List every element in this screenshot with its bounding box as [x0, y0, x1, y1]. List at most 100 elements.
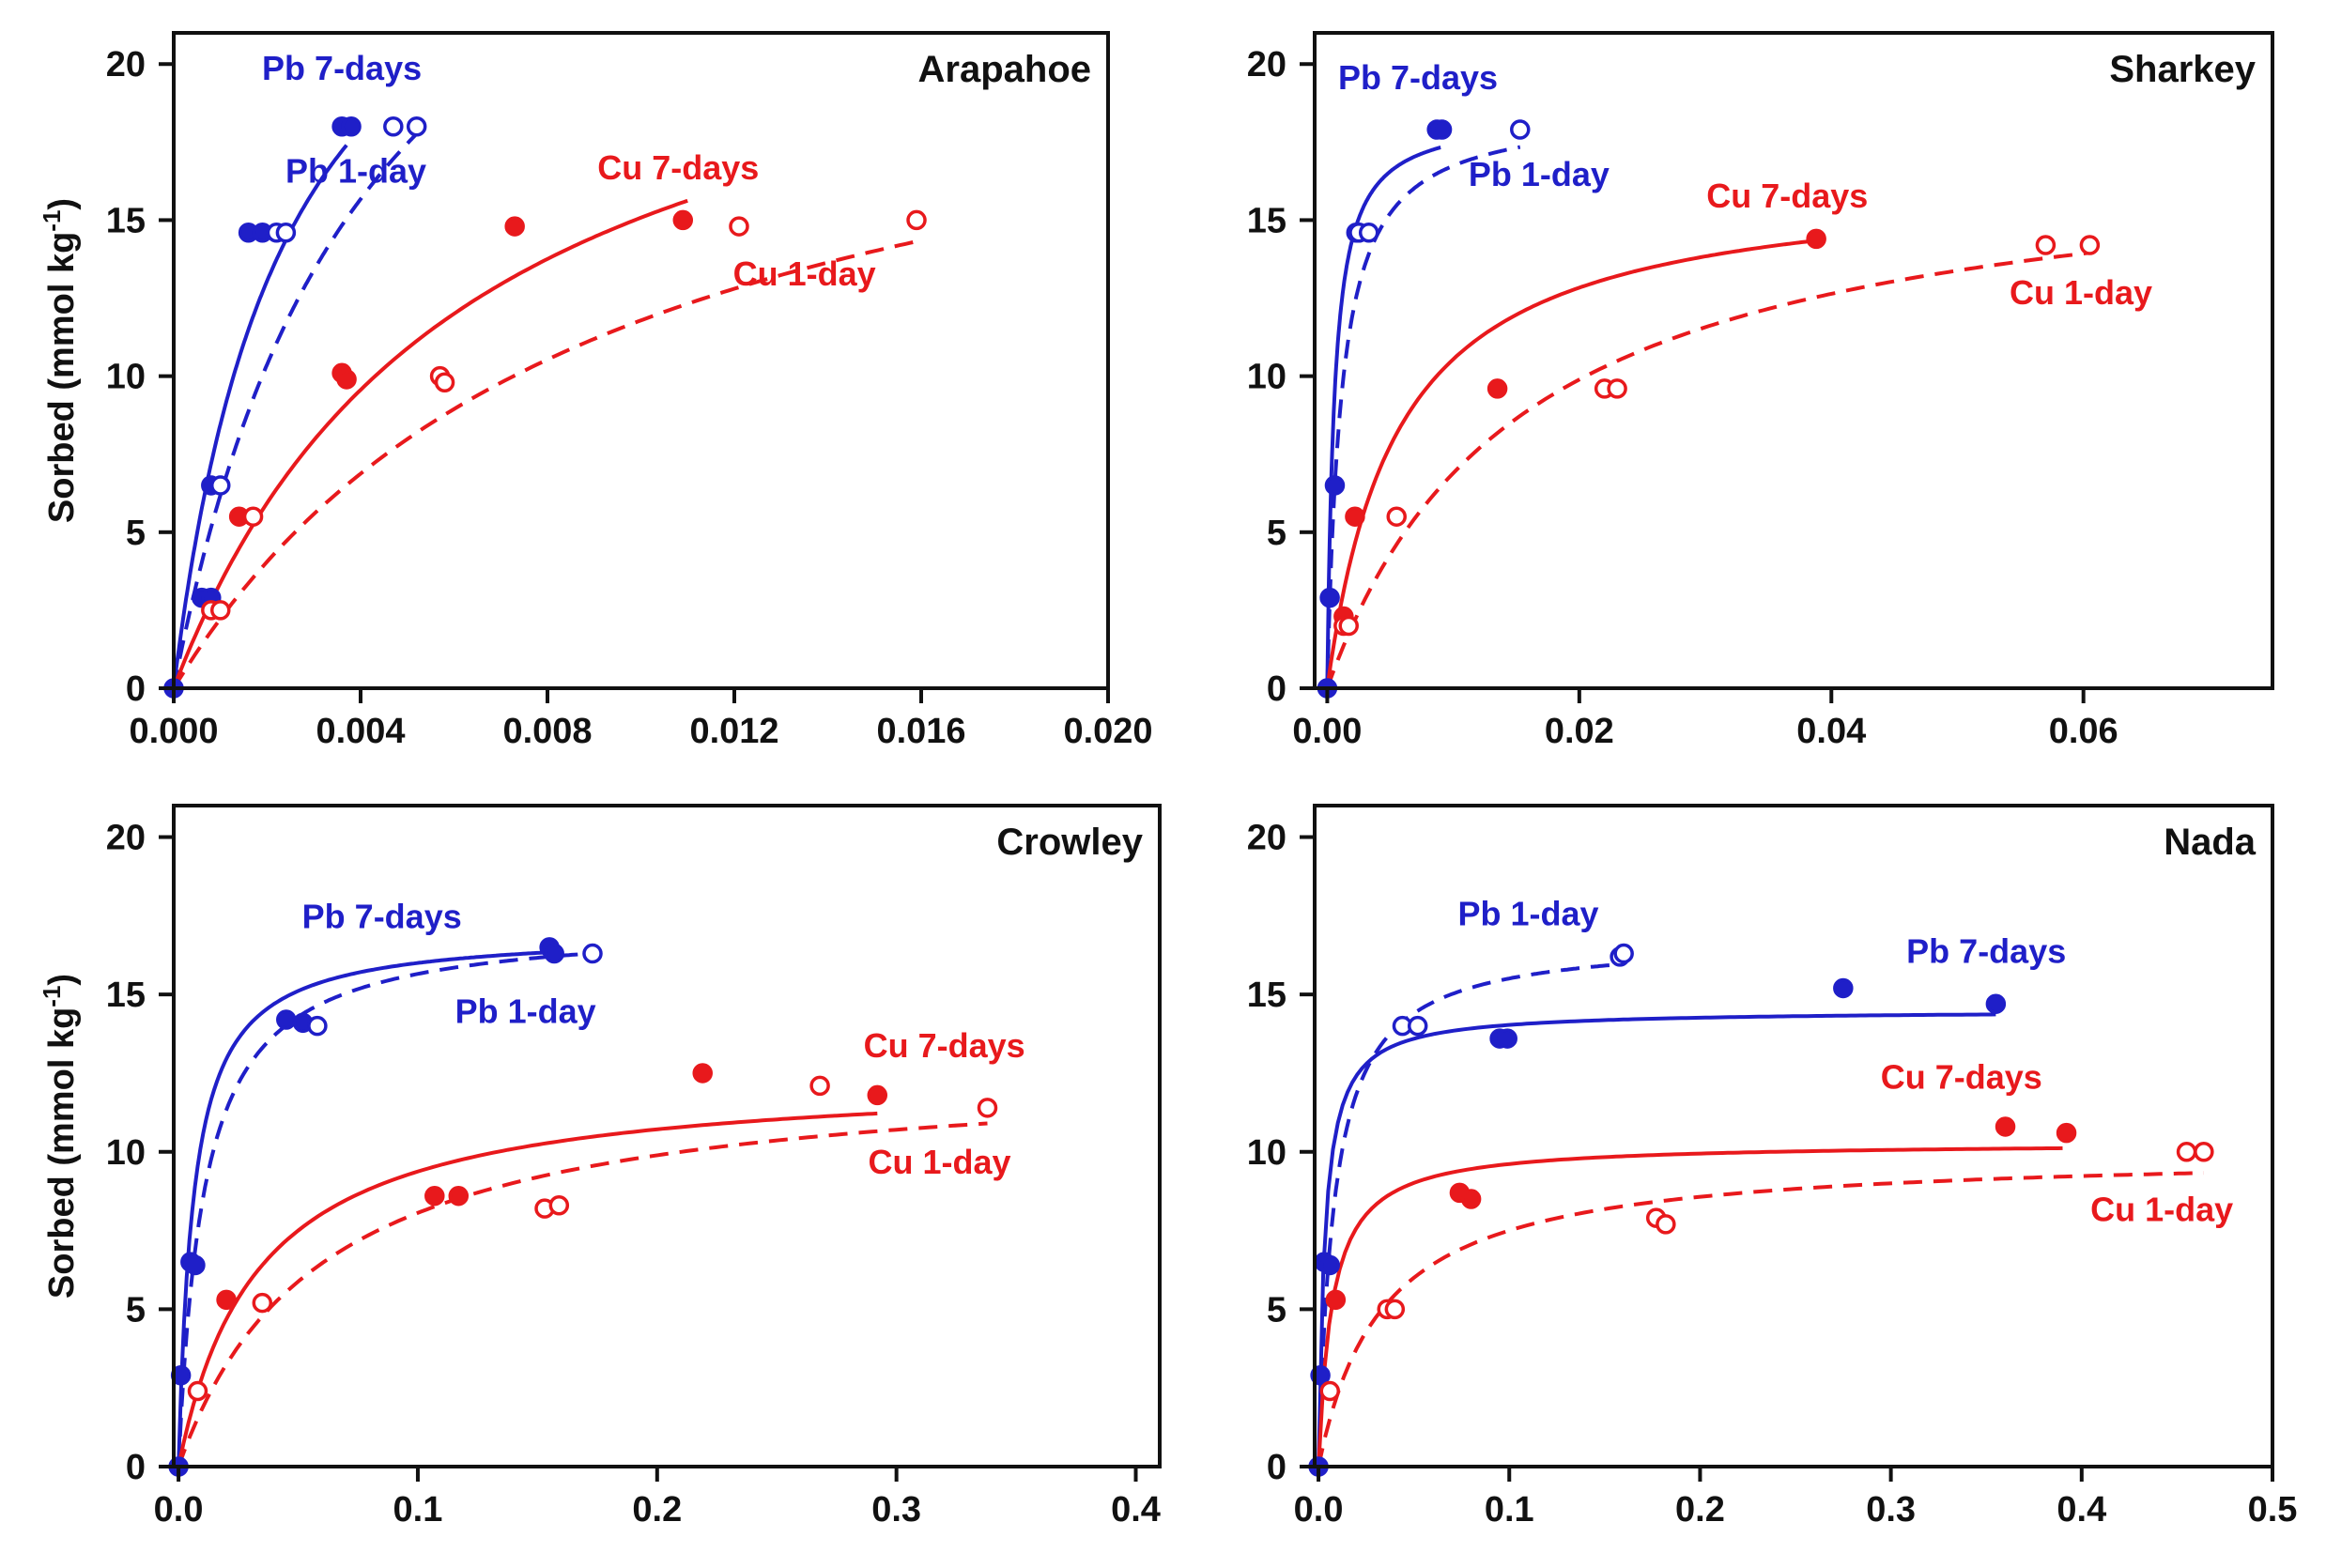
panel-title: Sharkey: [2109, 49, 2256, 90]
x-tick-label: 0.4: [1111, 1490, 1161, 1530]
data-point-cu-1-day: [977, 1098, 998, 1118]
fit-curve-pb-7-days: [177, 949, 562, 1468]
y-tick-label: 0: [126, 1448, 146, 1487]
data-point-cu-7-days: [424, 1185, 445, 1207]
data-point-pb-7-days: [341, 115, 362, 137]
data-point-pb-1-day: [406, 115, 427, 137]
y-tick-label: 10: [1247, 358, 1286, 397]
x-tick-label: 0.2: [1675, 1490, 1725, 1530]
y-tick-label: 10: [1247, 1133, 1286, 1173]
panel-title: Arapahoe: [918, 49, 1092, 90]
data-point-pb-1-day: [275, 222, 297, 243]
plot-frame: [1313, 804, 2274, 1468]
y-axis-label: Sorbed (mmol kg-1): [38, 974, 82, 1299]
data-point-cu-1-day: [809, 1075, 830, 1097]
data-point-pb-7-days: [1833, 977, 1854, 999]
data-point-cu-7-days: [504, 216, 525, 237]
x-tick-label: 0.012: [689, 712, 778, 751]
chart-panel-nada: 0.0 0.1 0.2 0.3 0.4 0.5 0 5 10 15 20 Nada Pb 1-day Pb…: [1247, 804, 2297, 1530]
data-point-cu-7-days: [1325, 1289, 1347, 1311]
series-label-cu-7-days: Cu 7-days: [1881, 1058, 2042, 1097]
data-point-pb-1-day: [582, 943, 603, 964]
x-tick-label: 0.000: [129, 712, 218, 751]
data-point-cu-7-days: [1345, 506, 1365, 527]
y-tick-label: 15: [1247, 201, 1286, 240]
data-point-cu-1-day: [906, 209, 927, 231]
data-point-pb-7-days: [544, 943, 564, 964]
data-point-cu-7-days: [2056, 1122, 2077, 1144]
fit-curve-cu-1-day: [177, 1121, 988, 1468]
series-label-pb-7-days: Pb 7-days: [1338, 58, 1498, 97]
data-point-cu-1-day: [210, 600, 231, 621]
x-tick-label: 0.2: [632, 1490, 682, 1530]
data-point-cu-7-days: [448, 1185, 470, 1207]
panel-title: Nada: [2164, 822, 2257, 863]
x-tick-label: 0.008: [502, 712, 592, 751]
data-point-cu-7-days: [692, 1063, 713, 1084]
y-tick-label: 15: [106, 201, 146, 240]
data-point-cu-1-day: [252, 1292, 273, 1314]
x-tick-label: 0.04: [1796, 712, 1866, 751]
data-point-cu-7-days: [216, 1289, 237, 1311]
fit-curve-pb-1-day: [1317, 961, 1625, 1468]
fit-curve-cu-1-day: [172, 238, 922, 690]
series-label-cu-7-days: Cu 7-days: [864, 1026, 1025, 1065]
data-point-pb-7-days: [1319, 1254, 1341, 1276]
data-point-pb-7-days: [1319, 587, 1340, 608]
y-tick-label: 20: [1247, 819, 1286, 858]
fit-curve-pb-1-day: [172, 132, 419, 689]
data-point-pb-1-day: [1407, 1015, 1428, 1037]
data-point-cu-7-days: [867, 1084, 888, 1106]
data-point-pb-7-days: [1324, 475, 1346, 496]
data-point-cu-7-days: [1806, 228, 1826, 250]
series-label-pb-1-day: Pb 1-day: [285, 152, 426, 191]
x-tick-label: 0.00: [1292, 712, 1362, 751]
y-tick-label: 5: [126, 514, 146, 553]
x-tick-label: 0.0: [1294, 1490, 1344, 1530]
fit-curve-cu-7-days: [1317, 1145, 2063, 1468]
data-point-cu-1-day: [1607, 378, 1627, 399]
data-point-cu-1-day: [2035, 235, 2056, 255]
y-tick-label: 15: [106, 976, 146, 1015]
series-label-pb-1-day: Pb 1-day: [455, 992, 596, 1030]
plot-frame: [172, 31, 1110, 690]
data-point-cu-1-day: [2194, 1142, 2214, 1162]
y-tick-label: 10: [106, 1133, 146, 1173]
x-tick-label: 0.004: [316, 712, 405, 751]
series-label-cu-7-days: Cu 7-days: [1706, 177, 1868, 215]
fit-curve-cu-7-days: [177, 1111, 878, 1468]
data-point-cu-1-day: [2176, 1142, 2197, 1162]
x-tick-label: 0.020: [1063, 712, 1152, 751]
y-tick-label: 15: [1247, 976, 1286, 1015]
data-point-cu-1-day: [434, 372, 455, 393]
data-point-cu-7-days: [1486, 378, 1508, 399]
series-label-pb-7-days: Pb 7-days: [1906, 932, 2066, 971]
x-tick-label: 0.3: [1866, 1490, 1916, 1530]
fit-curve-pb-7-days: [1317, 1012, 1996, 1468]
data-point-pb-1-day: [1358, 222, 1379, 243]
data-point-cu-7-days: [1460, 1189, 1482, 1209]
y-tick-label: 5: [1267, 1290, 1286, 1330]
x-tick-label: 0.016: [876, 712, 965, 751]
x-tick-label: 0.02: [1545, 712, 1614, 751]
series-label-cu-1-day: Cu 1-day: [2090, 1191, 2233, 1229]
chart-panel-arapahoe: 0.000 0.004 0.008 0.012 0.016 0.020 0 5 10 15 20 Ar…: [38, 31, 1153, 751]
series-label-cu-7-days: Cu 7-days: [597, 148, 759, 187]
data-point-pb-1-day: [1510, 119, 1531, 140]
data-point-cu-1-day: [187, 1380, 208, 1402]
x-tick-label: 0.1: [393, 1490, 443, 1530]
data-point-cu-1-day: [242, 506, 264, 527]
plot-frame: [172, 804, 1162, 1468]
y-tick-label: 10: [106, 358, 146, 397]
series-label-cu-1-day: Cu 1-day: [2010, 273, 2152, 312]
data-point-pb-7-days: [185, 1254, 206, 1276]
data-point-cu-1-day: [1656, 1214, 1676, 1235]
series-label-cu-1-day: Cu 1-day: [869, 1143, 1011, 1181]
plot-frame: [1313, 31, 2274, 690]
x-tick-label: 0.0: [154, 1490, 204, 1530]
data-point-pb-1-day: [383, 115, 404, 137]
fit-curve-pb-7-days: [172, 144, 348, 689]
series-label-pb-7-days: Pb 7-days: [302, 898, 462, 936]
data-point-pb-7-days: [1497, 1028, 1517, 1049]
data-point-cu-7-days: [672, 209, 694, 231]
